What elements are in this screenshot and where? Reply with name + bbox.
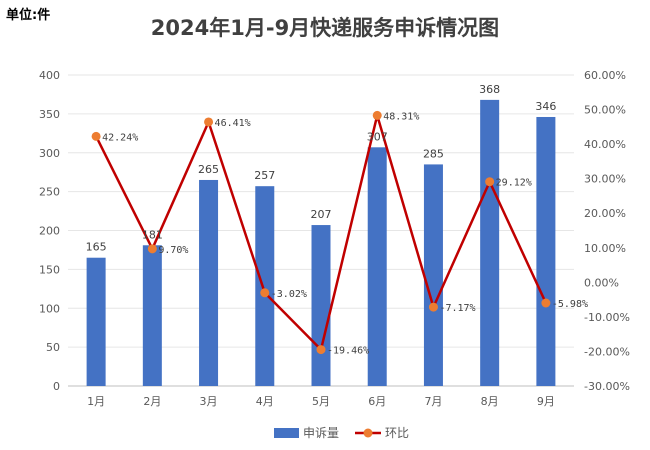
axes: 0 50 100 150 200 250 300 350 400 -30.00% -20.00% -1…: [39, 69, 630, 408]
x-tick-label: 1月: [87, 395, 105, 408]
line-point: [204, 117, 214, 127]
y-tick-label: 50: [46, 341, 60, 354]
bar: [480, 99, 500, 386]
bar: [255, 186, 275, 386]
bar: [367, 147, 387, 386]
line-point: [316, 345, 326, 355]
bar: [311, 225, 331, 386]
x-tick-label: 7月: [424, 395, 442, 408]
y2-tick-label: -20.00%: [584, 345, 630, 358]
bar-value-label: 346: [535, 100, 556, 113]
y2-tick-label: 0.00%: [584, 276, 619, 289]
line-point: [260, 288, 270, 298]
y2-tick-label: -10.00%: [584, 311, 630, 324]
bar-series: [86, 99, 556, 387]
x-tick-label: 8月: [481, 395, 499, 408]
x-tick-label: 2月: [143, 395, 161, 408]
x-tick-label: 6月: [368, 395, 386, 408]
line-point: [91, 131, 101, 141]
line-value-label: 29.12%: [496, 178, 532, 189]
legend-label-bar: 申诉量: [303, 426, 339, 440]
legend-marker-line: [363, 428, 373, 438]
bar-value-label: 257: [254, 169, 275, 182]
line-value-label: 9.70%: [158, 245, 188, 256]
unit-label: 单位:件: [6, 8, 51, 23]
x-tick-label: 3月: [200, 395, 218, 408]
bar: [142, 245, 162, 386]
y-tick-label: 150: [39, 263, 60, 276]
y2-tick-label: 10.00%: [584, 242, 626, 255]
line-value-label: -19.46%: [327, 346, 369, 357]
line-value-label: 46.41%: [215, 118, 251, 129]
line-point: [541, 298, 551, 308]
bar-value-label: 307: [367, 130, 388, 143]
line-point: [372, 110, 382, 120]
legend-swatch-bar: [274, 428, 299, 438]
y-tick-label: 400: [39, 69, 60, 82]
x-tick-label: 4月: [256, 395, 274, 408]
y2-tick-label: 20.00%: [584, 207, 626, 220]
bar: [86, 257, 106, 386]
line-point: [147, 244, 157, 254]
y-tick-label: 200: [39, 225, 60, 238]
legend-label-line: 环比: [385, 426, 409, 440]
line-value-label: -7.17%: [439, 303, 475, 314]
line-value-label: 42.24%: [102, 132, 138, 143]
line-value-label: -5.98%: [552, 299, 588, 310]
bar: [423, 164, 443, 386]
y-tick-label: 0: [53, 380, 60, 393]
line-point: [485, 177, 495, 187]
bar-value-label: 207: [311, 208, 332, 221]
line-series: [91, 110, 551, 355]
y-tick-label: 250: [39, 186, 60, 199]
y2-tick-label: 30.00%: [584, 173, 626, 186]
data-labels: 165 181 265 257 207 307 285 368 346 42.24% 9.70% 46…: [86, 83, 588, 357]
legend: 申诉量 环比: [274, 426, 409, 440]
line-value-label: 48.31%: [383, 111, 419, 122]
line-point: [428, 302, 438, 312]
y2-tick-label: 50.00%: [584, 104, 626, 117]
bar: [536, 116, 556, 387]
chart-title: 2024年1月-9月快递服务申诉情况图: [150, 16, 500, 40]
bar: [199, 179, 219, 386]
bar-value-label: 265: [198, 163, 219, 176]
y-tick-label: 100: [39, 302, 60, 315]
bar-value-label: 368: [479, 83, 500, 96]
y-tick-label: 300: [39, 147, 60, 160]
bar-value-label: 181: [142, 228, 163, 241]
line-value-label: -3.02%: [271, 289, 307, 300]
bar-value-label: 285: [423, 147, 444, 160]
y2-tick-label: 40.00%: [584, 138, 626, 151]
y2-tick-label: -30.00%: [584, 380, 630, 393]
y-tick-label: 350: [39, 108, 60, 121]
y2-tick-label: 60.00%: [584, 69, 626, 82]
bar-value-label: 165: [86, 241, 107, 254]
x-tick-label: 9月: [537, 395, 555, 408]
x-tick-label: 5月: [312, 395, 330, 408]
